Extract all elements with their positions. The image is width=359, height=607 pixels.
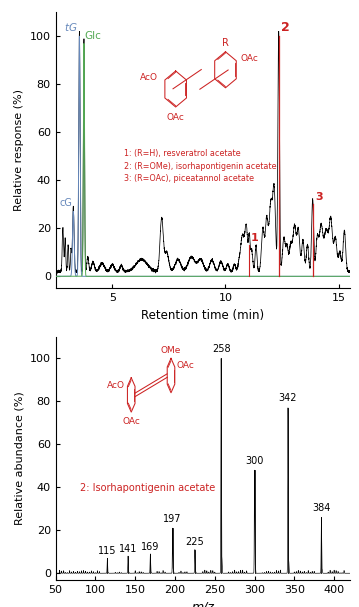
Text: 115: 115 <box>98 546 117 556</box>
Text: OAc: OAc <box>176 361 194 370</box>
Text: cG: cG <box>60 198 73 208</box>
Text: Glc: Glc <box>85 31 102 41</box>
Text: OMe: OMe <box>161 346 181 355</box>
X-axis label: Retention time (min): Retention time (min) <box>141 309 264 322</box>
Text: OAc: OAc <box>122 418 140 427</box>
Text: 1: (R=H), resveratrol acetate
2: (R=OMe), isorhapontigenin acetate
3: (R=OAc), p: 1: (R=H), resveratrol acetate 2: (R=OMe)… <box>123 149 276 183</box>
Text: R: R <box>222 38 229 48</box>
X-axis label: m/z: m/z <box>191 600 214 607</box>
Text: 3: 3 <box>315 192 322 202</box>
Y-axis label: Relative abundance (%): Relative abundance (%) <box>14 392 24 525</box>
Text: $t$G: $t$G <box>65 21 78 33</box>
Text: 2: 2 <box>280 21 289 34</box>
Text: 197: 197 <box>163 514 182 524</box>
Text: OAc: OAc <box>241 54 259 63</box>
Text: 2: Isorhapontigenin acetate: 2: Isorhapontigenin acetate <box>79 483 215 493</box>
Text: 225: 225 <box>186 537 204 548</box>
Text: 258: 258 <box>212 344 230 354</box>
Text: AcO: AcO <box>107 381 125 390</box>
Text: AcO: AcO <box>140 73 158 82</box>
Text: 169: 169 <box>141 542 159 552</box>
Text: 384: 384 <box>312 503 331 513</box>
Text: 1: 1 <box>251 232 259 243</box>
Y-axis label: Relative response (%): Relative response (%) <box>14 89 24 211</box>
Text: 141: 141 <box>119 544 137 554</box>
Text: OAc: OAc <box>167 113 185 122</box>
Text: 342: 342 <box>279 393 297 404</box>
Text: 300: 300 <box>245 456 264 466</box>
